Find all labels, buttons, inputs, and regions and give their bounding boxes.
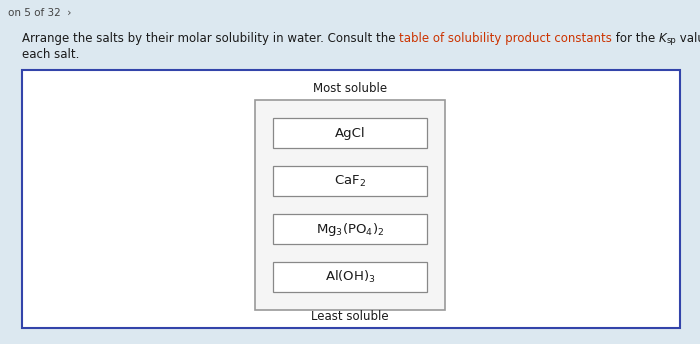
Text: table of solubility product constants: table of solubility product constants (399, 32, 612, 45)
Text: value for: value for (676, 32, 700, 45)
Bar (273, 118, 427, 148)
Text: $\mathrm{Al(OH)_3}$: $\mathrm{Al(OH)_3}$ (325, 269, 375, 285)
Text: sp: sp (666, 36, 676, 45)
Text: $\mathrm{CaF_2}$: $\mathrm{CaF_2}$ (334, 173, 366, 189)
Text: AgCl: AgCl (335, 127, 365, 140)
Text: $\mathrm{Mg_3(PO_4)_2}$: $\mathrm{Mg_3(PO_4)_2}$ (316, 221, 384, 237)
Bar (273, 166, 427, 196)
Text: Most soluble: Most soluble (313, 82, 387, 95)
Text: Arrange the salts by their molar solubility in water. Consult the: Arrange the salts by their molar solubil… (22, 32, 399, 45)
Bar (273, 214, 427, 244)
Bar (255, 100, 445, 310)
Text: on 5 of 32  ›: on 5 of 32 › (8, 8, 71, 18)
Bar (273, 262, 427, 292)
Text: K: K (659, 32, 667, 45)
Bar (22, 70, 680, 328)
Text: for the: for the (612, 32, 659, 45)
Text: Least soluble: Least soluble (312, 310, 388, 323)
Text: each salt.: each salt. (22, 48, 79, 61)
